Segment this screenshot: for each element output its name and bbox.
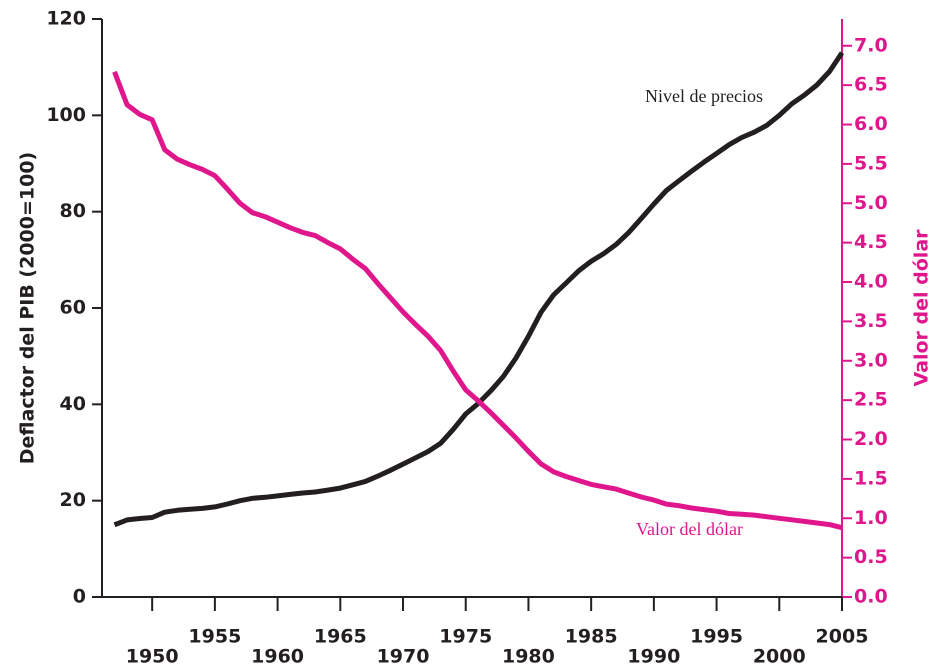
- x-tick-label: 1960: [251, 646, 304, 667]
- y2-tick-label: 6.5: [854, 74, 888, 96]
- line-series: [113, 51, 845, 528]
- y2-axis-label: Valor del dólar: [911, 229, 933, 387]
- y2-tick-label: 4.0: [854, 271, 888, 293]
- y2-tick-label: 1.5: [854, 467, 888, 489]
- x-tick-label: 2005: [816, 626, 869, 648]
- y2-tick-label: 4.5: [854, 231, 888, 253]
- x-tick-label: 1970: [377, 646, 430, 667]
- line-series: [112, 70, 843, 531]
- y-tick-label: 80: [60, 200, 86, 222]
- x-tick-label: 1985: [565, 626, 618, 648]
- x-tick-label: 1975: [439, 626, 492, 648]
- y2-tick-label: 6.0: [854, 113, 888, 135]
- y-tick-label: 40: [60, 393, 86, 415]
- x-tick-label: 1950: [126, 646, 179, 667]
- y2-tick-label: 5.5: [854, 152, 888, 174]
- y2-tick-label: 2.5: [854, 389, 888, 411]
- y-tick-label: 0: [73, 586, 86, 608]
- x-tick-label: 2000: [753, 646, 806, 667]
- y2-tick-label: 3.0: [854, 349, 888, 371]
- y-axis-label: Deflactor del PIB (2000=100): [17, 152, 39, 464]
- y2-tick-label: 3.5: [854, 310, 888, 332]
- y-tick-label: 20: [60, 489, 86, 511]
- x-tick-label: 1965: [314, 626, 367, 648]
- annotation: Nivel de precios: [645, 86, 763, 106]
- y-tick-label: 60: [60, 297, 86, 319]
- annotation: Valor del dólar: [636, 519, 743, 539]
- y2-tick-label: 1.0: [854, 507, 888, 529]
- y2-tick-label: 0.0: [854, 586, 888, 608]
- y2-tick-label: 0.5: [854, 546, 888, 568]
- x-tick-label: 1980: [502, 646, 555, 667]
- x-tick-label: 1990: [627, 646, 680, 667]
- y-tick-label: 100: [46, 104, 86, 126]
- y2-tick-label: 5.0: [854, 192, 888, 214]
- x-tick-label: 1995: [690, 626, 743, 648]
- y-tick-label: 120: [46, 8, 86, 30]
- y2-tick-label: 2.0: [854, 428, 888, 450]
- x-tick-label: 1955: [188, 626, 241, 648]
- y2-tick-label: 7.0: [854, 34, 888, 56]
